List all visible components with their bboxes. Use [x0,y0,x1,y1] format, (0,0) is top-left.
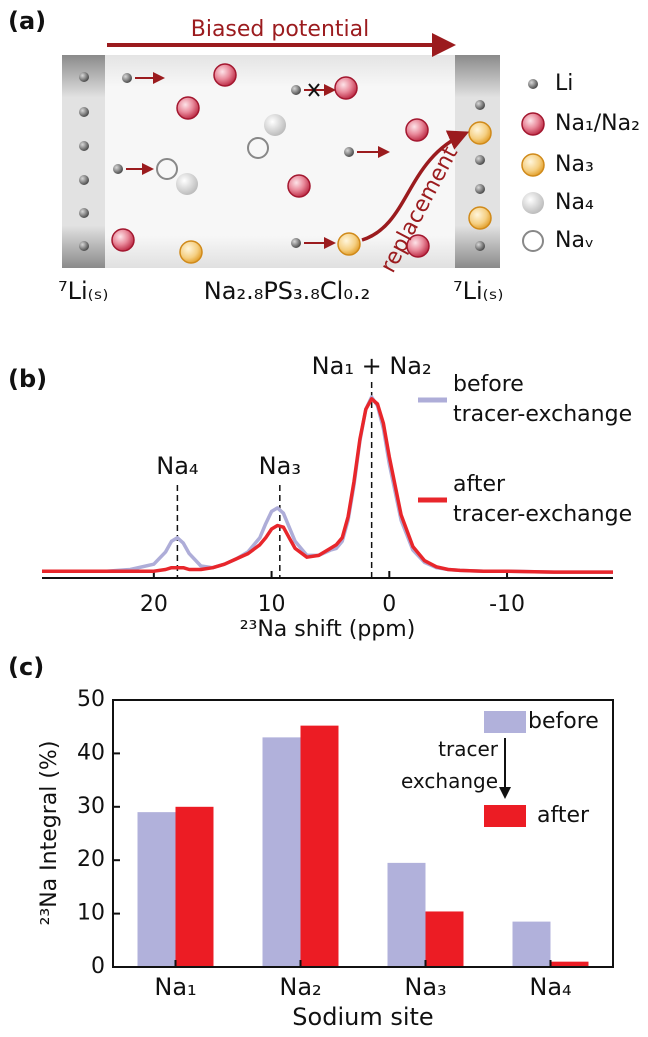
electrolyte-label: Na₂.₈PS₃.₈Cl₀.₂ [204,277,370,305]
legend-text: Li [555,71,573,96]
electrode-label: ⁷Li₍ₛ₎ [58,277,108,305]
legend-na3 [522,154,544,176]
legend-text: before [528,709,599,734]
electrode-label: ⁷Li₍ₛ₎ [453,277,503,305]
panel-label: (b) [8,365,47,393]
legend-li [528,79,538,89]
diagram: (a) Biased potential replacement [8,7,640,305]
annotation: Na₁ + Na₂ [312,352,432,380]
y-tick-label: 10 [77,901,105,926]
bar [513,922,551,967]
bar [263,737,301,967]
legend-swatch [484,805,526,827]
bar [301,726,339,967]
bar [138,812,176,967]
legend-na12 [522,113,544,135]
x-tick-label: 0 [382,592,396,617]
x-tick-label: Na₄ [529,973,571,1001]
x-axis-label: ²³Na shift (ppm) [240,617,416,642]
bar [388,863,426,967]
annotation: Na₄ [156,452,198,480]
legend-text: Naᵥ [555,228,594,253]
legend-text: after [537,803,590,828]
y-tick-label: 30 [77,794,105,819]
x-tick-label: -10 [489,592,525,617]
panel-label: (a) [8,7,46,35]
legend-nav [523,231,543,251]
x-tick-label: Na₁ [154,973,196,1001]
legend-text: Na₃ [555,152,594,177]
y-tick-label: 40 [77,740,105,765]
x-tick-label: 10 [258,592,286,617]
bar [426,911,464,967]
figure: (a) Biased potential replacement [0,0,648,1037]
x-axis-label: Sodium site [292,1003,433,1031]
legend-swatch [484,711,526,733]
electrode [62,55,105,268]
arrow-label: Biased potential [191,17,370,42]
x-tick-label: Na₂ [279,973,321,1001]
legend-text: Na₁/Na₂ [555,111,640,136]
annotation: Na₃ [259,452,301,480]
y-axis-label: ²³Na Integral (%) [37,741,62,926]
x-tick-label: Na₃ [404,973,446,1001]
bar [176,807,214,967]
legend-na4 [522,192,544,214]
legend-text: Na₄ [555,190,594,215]
y-tick-label: 0 [91,954,105,979]
y-tick-label: 20 [77,847,105,872]
panel-label: (c) [8,653,44,681]
x-tick-label: 20 [140,592,168,617]
y-tick-label: 50 [77,687,105,712]
